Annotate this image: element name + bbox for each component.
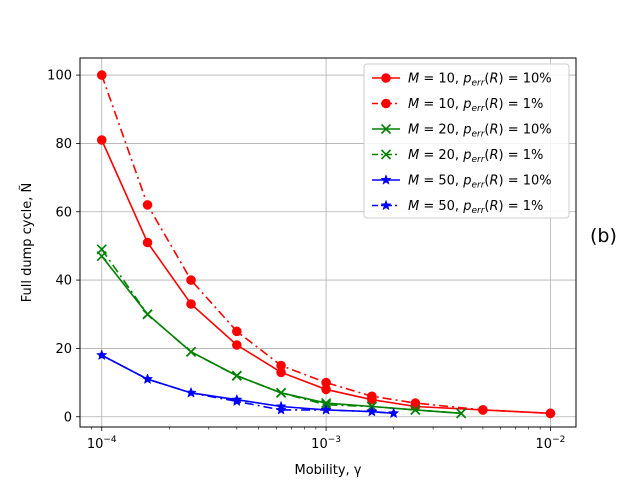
axes-frame	[79, 57, 577, 428]
legend-entry: M = 10, perr(R) = 1%	[372, 97, 543, 114]
y-tick-label: 60	[55, 205, 72, 220]
legend-marker	[381, 98, 391, 109]
y-tick-label: 20	[55, 342, 72, 357]
panel-label: (b)	[590, 225, 617, 247]
data-point	[276, 387, 287, 398]
data-point	[186, 275, 196, 285]
legend-entry: M = 10, perr(R) = 10%	[372, 72, 552, 89]
legend-label: M = 50, perr(R) = 10%	[408, 174, 552, 191]
legend-marker	[380, 123, 392, 135]
x-tick-label: 10−4	[87, 435, 117, 452]
data-point	[96, 135, 107, 145]
series-line	[101, 248, 462, 415]
data-point	[276, 360, 286, 371]
data-point	[367, 391, 377, 402]
data-point	[366, 405, 378, 417]
data-point	[456, 408, 467, 419]
legend-entry: M = 50, perr(R) = 10%	[372, 174, 552, 191]
legend-marker	[381, 73, 391, 83]
y-tick-label: 0	[64, 410, 72, 425]
data-point	[231, 395, 243, 407]
series-5	[96, 349, 400, 419]
y-tick-label: 80	[55, 137, 72, 152]
legend-entry: M = 20, perr(R) = 1%	[372, 148, 543, 165]
data-point	[142, 200, 153, 210]
legend-marker	[380, 199, 392, 211]
data-point	[142, 309, 153, 320]
data-point	[231, 370, 242, 381]
data-point	[320, 404, 332, 415]
legend-label: M = 50, perr(R) = 1%	[408, 199, 543, 216]
legend-label: M = 10, perr(R) = 10%	[408, 72, 552, 89]
plot-area	[96, 70, 556, 419]
legend-entry: M = 50, perr(R) = 1%	[372, 199, 543, 216]
data-point	[232, 340, 242, 350]
data-point	[410, 398, 421, 408]
y-axis-label: Full dump cycle, Ñ	[19, 183, 35, 303]
data-point	[388, 407, 400, 419]
legend-label: M = 20, perr(R) = 1%	[408, 148, 543, 165]
data-point	[232, 326, 242, 337]
data-point	[186, 299, 196, 309]
data-point	[410, 404, 421, 415]
series-line	[101, 354, 394, 415]
data-point	[185, 386, 197, 398]
y-tick-label: 100	[47, 69, 72, 84]
series-2	[96, 70, 556, 419]
y-tick-label: 40	[55, 274, 72, 289]
legend: M = 10, perr(R) = 10% M = 10, perr(R) = 1…	[363, 63, 570, 219]
data-point	[275, 404, 287, 415]
x-axis-label: Mobility, γ	[294, 463, 361, 478]
data-point	[545, 408, 556, 419]
series-4	[96, 244, 467, 419]
legend-entry: M = 20, perr(R) = 10%	[372, 123, 552, 140]
data-point	[185, 346, 197, 357]
data-point	[478, 405, 488, 415]
data-point	[96, 70, 107, 80]
data-point	[321, 398, 332, 409]
legend-label: M = 20, perr(R) = 10%	[408, 123, 552, 140]
legend-marker	[380, 149, 392, 160]
series-line	[101, 139, 551, 415]
legend-marker	[380, 174, 392, 185]
series-6	[96, 349, 400, 419]
data-point	[141, 373, 154, 384]
data-point	[96, 244, 107, 255]
data-point	[142, 237, 153, 248]
tick-labels: 0 20 40 60 80 100 10−4 10−3 10−2	[47, 69, 565, 452]
legend-label: M = 10, perr(R) = 1%	[408, 97, 543, 114]
grid	[80, 58, 576, 427]
data-point	[96, 349, 108, 361]
data-point	[321, 377, 331, 388]
x-tick-label: 10−3	[311, 435, 341, 452]
legend-box	[363, 63, 570, 219]
x-tick-label: 10−2	[536, 435, 566, 452]
